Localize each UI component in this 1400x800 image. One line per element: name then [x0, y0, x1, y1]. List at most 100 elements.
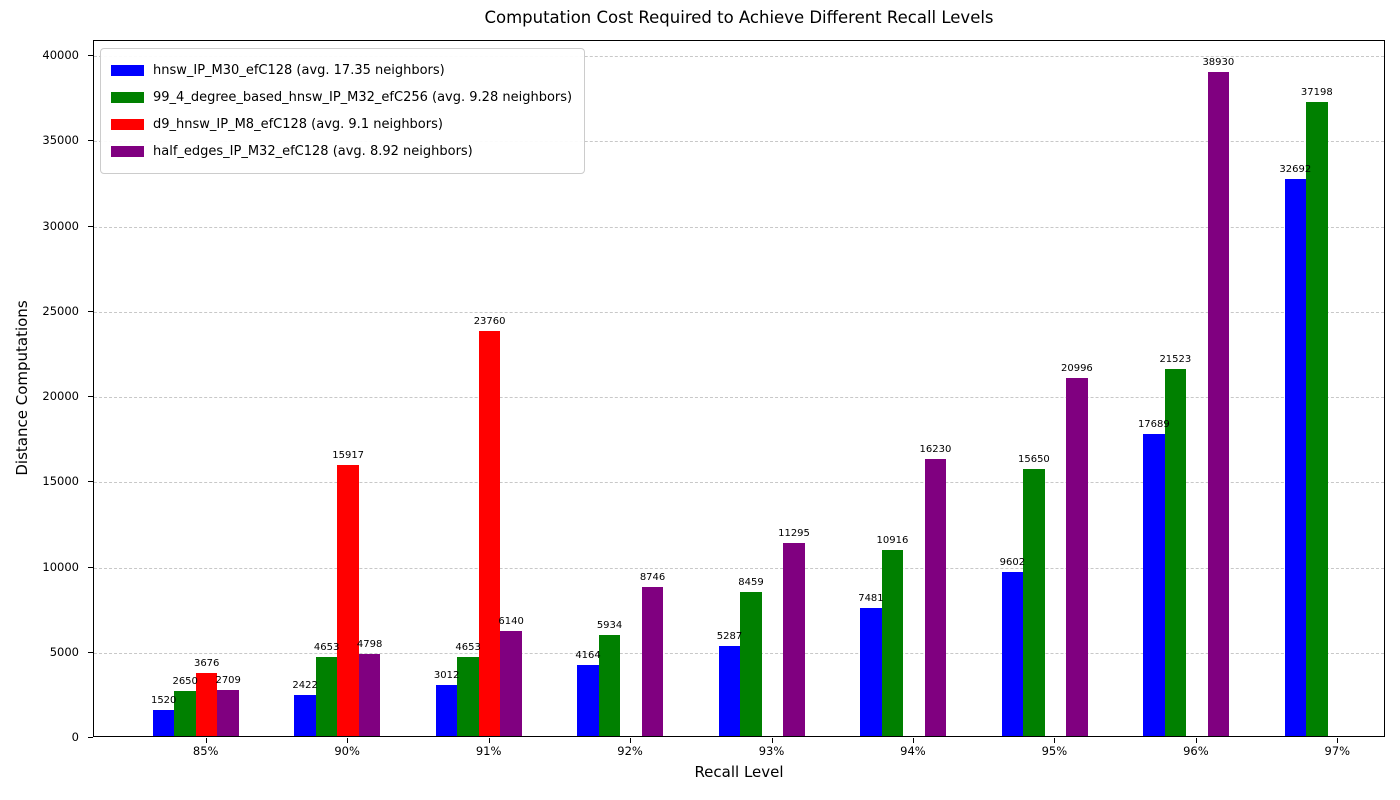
bar-value-label: 3012 [433, 669, 460, 681]
bar-value-label: 5287 [716, 630, 743, 642]
bar-value-label: 4798 [356, 639, 383, 651]
y-tick-label-35000: 35000 [42, 133, 79, 148]
y-tick-label-0: 0 [71, 730, 79, 744]
bar-series0-94 [860, 608, 882, 736]
gridline-10000 [94, 567, 1384, 569]
x-tick-mark [205, 738, 207, 743]
bar-value-label: 38930 [1202, 57, 1235, 69]
gridline-25000 [94, 311, 1384, 313]
bar-series1-97 [1306, 101, 1328, 736]
bar-value-label: 2422 [292, 679, 318, 691]
bar-series1-95 [1023, 469, 1045, 736]
gridline-30000 [94, 226, 1384, 228]
x-tick-label-96: 96% [1183, 744, 1209, 758]
bar-series1-92 [598, 634, 621, 736]
y-tick-mark [88, 140, 93, 142]
bar-value-label: 10916 [876, 534, 909, 546]
x-tick-label-92: 92% [617, 744, 643, 758]
legend-item-label: 99_4_degree_based_hnsw_IP_M32_efC256 (av… [153, 90, 573, 105]
x-tick-mark [912, 738, 914, 743]
bar-series1-93 [740, 591, 762, 736]
bar-series3-85 [217, 689, 239, 736]
bar-series0-95 [1001, 572, 1024, 736]
y-tick-label-25000: 25000 [42, 303, 79, 318]
legend-item-2: d9_hnsw_IP_M8_efC128 (avg. 9.1 neighbors… [111, 111, 572, 138]
bar-value-label: 15650 [1017, 454, 1050, 466]
bar-value-label: 8746 [639, 571, 666, 583]
bar-value-label: 32692 [1279, 163, 1312, 175]
bar-series0-96 [1143, 434, 1165, 736]
bar-series1-96 [1164, 369, 1187, 736]
bar-series0-93 [718, 645, 741, 736]
x-tick-mark [630, 738, 632, 743]
x-tick-label-97: 97% [1324, 744, 1351, 758]
y-tick-mark [88, 651, 93, 653]
bar-value-label: 4164 [575, 650, 601, 662]
bar-value-label: 5934 [596, 619, 623, 631]
gridline-20000 [94, 397, 1384, 398]
bar-value-label: 20996 [1060, 363, 1093, 375]
legend-item-label: hnsw_IP_M30_efC128 (avg. 17.35 neighbors… [153, 63, 445, 78]
bar-series3-90 [358, 654, 381, 736]
y-tick-mark [88, 566, 93, 568]
bar-series0-90 [294, 694, 316, 736]
x-tick-label-90: 90% [334, 744, 360, 758]
bar-value-label: 8459 [738, 576, 764, 588]
bar-series3-96 [1207, 72, 1230, 736]
bar-series0-92 [577, 665, 599, 736]
bar-series1-85 [174, 690, 196, 736]
y-tick-label-5000: 5000 [49, 644, 79, 659]
bar-series2-85 [195, 673, 218, 736]
legend-item-1: 99_4_degree_based_hnsw_IP_M32_efC256 (av… [111, 84, 572, 111]
y-tick-label-20000: 20000 [42, 389, 79, 403]
legend-item-3: half_edges_IP_M32_efC128 (avg. 8.92 neig… [111, 138, 572, 165]
y-tick-label-10000: 10000 [42, 559, 79, 574]
y-tick-mark [88, 396, 93, 397]
bar-series3-93 [783, 543, 805, 736]
y-axis-label: Distance Computations [13, 300, 31, 476]
bar-value-label: 37198 [1300, 86, 1333, 98]
x-axis-label: Recall Level [694, 763, 784, 781]
x-tick-label-93: 93% [758, 744, 785, 758]
bar-value-label: 4653 [455, 641, 481, 653]
y-tick-mark [88, 225, 93, 227]
y-tick-mark [88, 310, 93, 312]
legend-item-label: d9_hnsw_IP_M8_efC128 (avg. 9.1 neighbors… [153, 117, 443, 132]
bar-value-label: 4653 [313, 641, 340, 653]
gridline-15000 [94, 482, 1384, 484]
legend-swatch-icon [111, 146, 144, 157]
y-tick-mark [88, 737, 93, 738]
bar-series3-94 [924, 459, 947, 736]
y-tick-mark [88, 481, 93, 483]
legend-item-label: half_edges_IP_M32_efC128 (avg. 8.92 neig… [153, 144, 473, 159]
bar-series1-94 [881, 549, 904, 736]
x-tick-mark [347, 738, 349, 743]
bar-series3-95 [1066, 378, 1088, 736]
y-tick-label-15000: 15000 [42, 474, 79, 489]
x-tick-label-95: 95% [1041, 744, 1068, 758]
bar-value-label: 2650 [172, 675, 198, 687]
bar-series1-90 [315, 656, 338, 736]
bar-value-label: 3676 [193, 658, 220, 670]
legend: hnsw_IP_M30_efC128 (avg. 17.35 neighbors… [100, 48, 586, 174]
bar-series3-91 [500, 631, 522, 736]
bar-value-label: 17689 [1137, 419, 1170, 431]
bar-value-label: 15917 [332, 449, 365, 461]
y-tick-mark [88, 55, 93, 56]
x-tick-label-85: 85% [192, 744, 219, 758]
bar-series2-91 [478, 330, 501, 736]
bar-value-label: 1520 [150, 695, 177, 707]
bar-series2-90 [337, 464, 359, 736]
bar-value-label: 7481 [858, 593, 884, 605]
x-tick-mark [771, 738, 773, 743]
gridline-40000 [94, 56, 1384, 57]
chart-title: Computation Cost Required to Achieve Dif… [484, 8, 994, 27]
legend-item-0: hnsw_IP_M30_efC128 (avg. 17.35 neighbors… [111, 57, 572, 84]
bar-series1-91 [457, 656, 479, 736]
bar-series3-92 [641, 586, 664, 736]
bar-value-label: 6140 [498, 616, 524, 628]
legend-swatch-icon [111, 92, 144, 103]
y-tick-label-40000: 40000 [42, 48, 79, 62]
x-tick-label-91: 91% [475, 744, 502, 758]
